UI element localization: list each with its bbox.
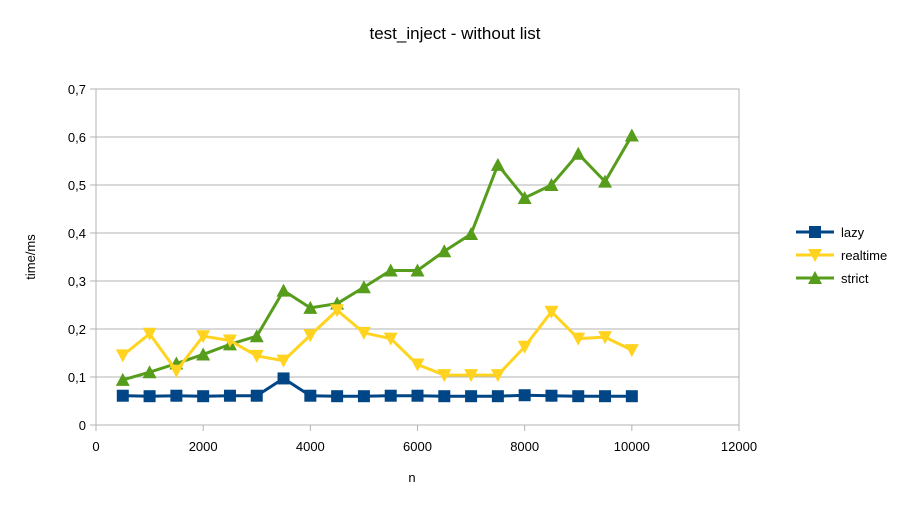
data-point-strict	[356, 280, 371, 294]
chart-title: test_inject - without list	[369, 24, 540, 43]
data-point-lazy	[625, 390, 638, 403]
data-point-realtime	[410, 358, 425, 372]
x-tick-label: 12000	[721, 439, 757, 454]
data-point-realtime	[571, 332, 586, 346]
data-point-realtime	[437, 369, 452, 383]
data-point-realtime	[196, 330, 211, 344]
x-tick-label: 8000	[510, 439, 539, 454]
series-group	[115, 128, 639, 403]
data-point-realtime	[249, 349, 264, 363]
data-point-lazy	[170, 389, 183, 402]
data-point-lazy	[465, 390, 478, 403]
y-tick-label: 0,6	[68, 130, 86, 145]
legend-label: lazy	[841, 225, 865, 240]
y-axis-ticks: 0 0,1 0,2 0,3 0,4 0,5 0,6 0,7	[68, 82, 96, 433]
data-point-realtime	[464, 369, 479, 383]
y-tick-label: 0	[79, 418, 86, 433]
y-tick-label: 0,4	[68, 226, 86, 241]
data-point-strict	[490, 157, 505, 171]
data-point-lazy	[223, 389, 236, 402]
x-tick-label: 10000	[614, 439, 650, 454]
data-point-lazy	[304, 389, 317, 402]
data-point-strict	[410, 263, 425, 277]
data-point-realtime	[276, 354, 291, 368]
legend-label: strict	[841, 271, 869, 286]
y-axis-label: time/ms	[23, 234, 38, 280]
data-point-lazy	[384, 389, 397, 402]
data-point-realtime	[544, 305, 559, 319]
data-point-strict	[624, 128, 639, 142]
data-point-lazy	[491, 390, 504, 403]
data-point-strict	[464, 226, 479, 240]
legend-item-strict: strict	[796, 271, 869, 286]
y-tick-label: 0,7	[68, 82, 86, 97]
data-point-strict	[517, 190, 532, 204]
data-point-realtime	[356, 326, 371, 340]
data-point-realtime	[490, 369, 505, 383]
x-axis-ticks: 0 2000 4000 6000 8000 10000 12000	[92, 425, 757, 454]
series-realtime	[115, 304, 639, 383]
data-point-realtime	[222, 334, 237, 348]
data-point-lazy	[357, 390, 370, 403]
data-point-lazy	[518, 389, 531, 402]
y-tick-label: 0,5	[68, 178, 86, 193]
data-point-lazy	[411, 389, 424, 402]
legend-marker	[808, 249, 822, 262]
data-point-strict	[142, 365, 157, 379]
data-point-lazy	[572, 390, 585, 403]
plot-area	[95, 88, 740, 426]
data-point-lazy	[250, 389, 263, 402]
series-line-realtime	[121, 308, 633, 377]
data-point-realtime	[142, 327, 157, 341]
legend-item-lazy: lazy	[796, 225, 865, 240]
data-point-lazy	[331, 390, 344, 403]
x-tick-label: 2000	[189, 439, 218, 454]
gridlines	[96, 88, 739, 426]
x-tick-label: 6000	[403, 439, 432, 454]
data-point-strict	[571, 146, 586, 160]
data-point-realtime	[598, 331, 613, 345]
x-tick-label: 0	[92, 439, 99, 454]
data-point-realtime	[517, 340, 532, 354]
legend-marker	[808, 271, 822, 284]
y-tick-label: 0,2	[68, 322, 86, 337]
legend-label: realtime	[841, 248, 887, 263]
data-point-lazy	[545, 389, 558, 402]
y-tick-label: 0,3	[68, 274, 86, 289]
data-point-lazy	[143, 390, 156, 403]
data-point-realtime	[624, 344, 639, 358]
data-point-strict	[383, 263, 398, 277]
legend-marker	[809, 226, 821, 238]
data-point-strict	[437, 244, 452, 258]
series-lazy	[116, 372, 638, 403]
data-point-lazy	[116, 389, 129, 402]
y-tick-label: 0,1	[68, 370, 86, 385]
data-point-lazy	[599, 390, 612, 403]
data-point-strict	[115, 372, 130, 386]
data-point-lazy	[197, 390, 210, 403]
series-strict	[115, 128, 639, 386]
data-point-lazy	[277, 372, 290, 385]
data-point-strict	[196, 347, 211, 361]
data-point-strict	[598, 174, 613, 188]
data-point-strict	[249, 329, 264, 343]
x-tick-label: 4000	[296, 439, 325, 454]
data-point-realtime	[169, 364, 184, 378]
data-point-strict	[276, 283, 291, 297]
data-point-strict	[303, 300, 318, 314]
data-point-realtime	[115, 349, 130, 363]
data-point-strict	[544, 178, 559, 191]
data-point-realtime	[330, 304, 345, 318]
data-point-lazy	[438, 390, 451, 403]
x-axis-label: n	[408, 470, 415, 485]
legend-item-realtime: realtime	[796, 248, 887, 263]
data-point-realtime	[303, 329, 318, 343]
data-point-realtime	[383, 332, 398, 346]
legend: lazy realtime strict	[796, 225, 887, 286]
